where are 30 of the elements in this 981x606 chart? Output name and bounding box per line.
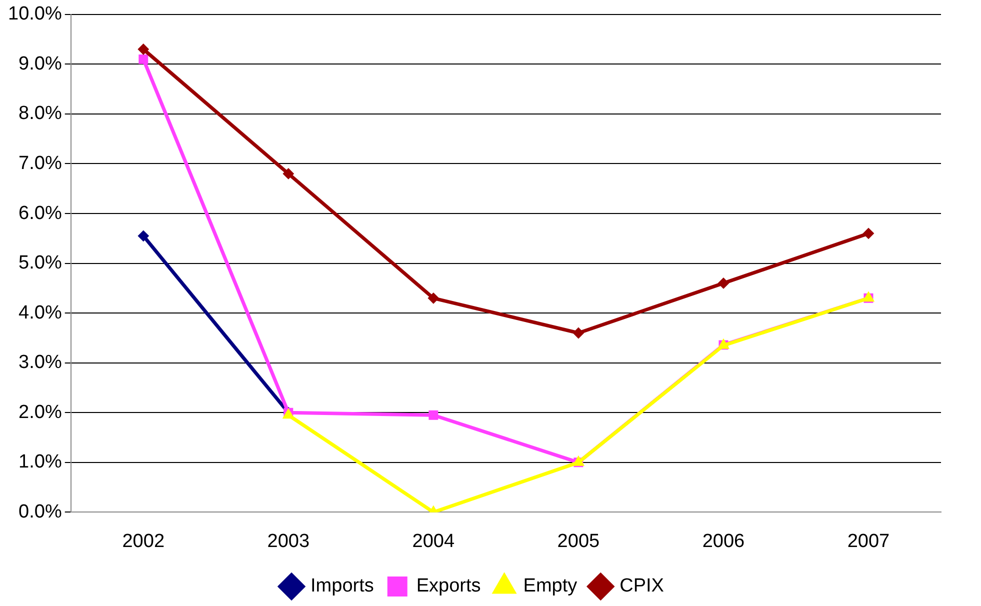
legend-label: Imports (310, 576, 374, 597)
y-tick-label: 10.0% (8, 4, 62, 25)
point (572, 327, 584, 338)
y-tick-label: 8.0% (18, 103, 62, 124)
x-tick-label: 2007 (847, 530, 890, 552)
y-tick-label: 2.0% (18, 402, 62, 423)
y-tick-label: 9.0% (18, 53, 62, 74)
x-tick-label: 2002 (122, 530, 165, 552)
x-tick-label: 2005 (557, 530, 600, 552)
point (862, 228, 874, 239)
point (138, 230, 149, 242)
y-tick-label: 1.0% (18, 452, 62, 473)
x-tick-label: 2006 (702, 530, 745, 552)
point (428, 292, 439, 304)
x-tick-label: 2004 (412, 530, 455, 552)
legend-label: CPIX (620, 576, 664, 597)
point (138, 44, 149, 55)
y-tick-label: 5.0% (18, 252, 62, 274)
point (428, 410, 438, 420)
point (282, 168, 294, 180)
point (138, 54, 148, 64)
legend-label: Exports (416, 576, 481, 597)
y-tick-label: 4.0% (18, 302, 62, 324)
y-tick-label: 3.0% (18, 352, 62, 374)
legend-label: Empty (523, 576, 578, 597)
y-tick-label: 0.0% (18, 501, 62, 522)
y-tick-label: 6.0% (18, 202, 62, 224)
x-tick-label: 2003 (267, 530, 310, 552)
point (718, 278, 729, 289)
y-tick-label: 7.0% (18, 152, 62, 174)
